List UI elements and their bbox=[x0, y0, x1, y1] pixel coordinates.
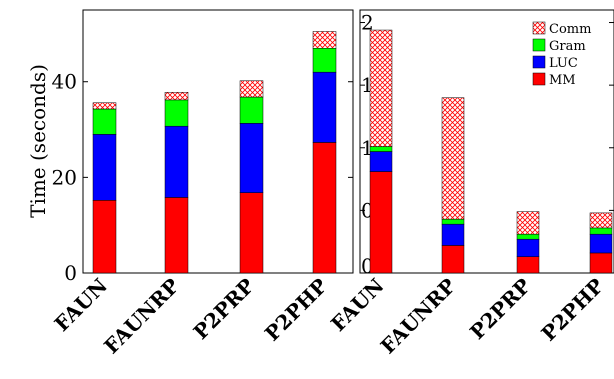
category-label: P2PHP bbox=[260, 274, 332, 346]
category-label: P2PHP bbox=[536, 274, 608, 346]
bar-gram-p2prp bbox=[239, 96, 264, 124]
bar-mm-p2php bbox=[589, 252, 613, 274]
bar-mm-faun bbox=[369, 171, 393, 274]
bar-gram-p2php bbox=[312, 48, 337, 73]
bar-luc-p2prp bbox=[516, 238, 540, 257]
bar-luc-p2prp bbox=[239, 123, 264, 193]
bar-mm-faunrp bbox=[164, 197, 189, 274]
legend-label-gram: Gram bbox=[549, 39, 586, 54]
legend-swatch-gram bbox=[532, 38, 546, 52]
y-tick-label: 20 bbox=[52, 165, 77, 189]
bar-luc-p2php bbox=[312, 71, 337, 143]
bar-comm-p2prp bbox=[239, 80, 264, 98]
y-tick-label: 40 bbox=[52, 70, 77, 94]
category-label: FAUNRP bbox=[99, 274, 184, 359]
bar-comm-p2prp bbox=[516, 211, 540, 235]
bar-comm-p2php bbox=[589, 212, 613, 229]
bar-mm-p2prp bbox=[239, 192, 264, 274]
right-chart-panel: 00.511.52FAUNFAUNRPP2PRPP2PHPCommGramLUC… bbox=[326, 9, 614, 359]
bar-luc-faunrp bbox=[441, 223, 465, 246]
bar-gram-faunrp bbox=[164, 99, 189, 127]
bar-mm-faunrp bbox=[441, 245, 465, 274]
bar-comm-faunrp bbox=[441, 97, 465, 220]
bar-luc-faun bbox=[369, 151, 393, 172]
y-axis-label: Time (seconds) bbox=[26, 64, 50, 218]
category-label: FAUNRP bbox=[376, 274, 461, 359]
bar-comm-faunrp bbox=[164, 91, 189, 101]
axis-frame bbox=[82, 9, 354, 274]
category-label: P2PRP bbox=[465, 274, 535, 344]
bar-gram-p2prp bbox=[516, 233, 540, 240]
legend-swatch-luc bbox=[532, 55, 546, 69]
bar-luc-faunrp bbox=[164, 125, 189, 198]
y-tick-label: 0 bbox=[64, 261, 77, 285]
category-label: FAUN bbox=[50, 274, 112, 336]
bar-mm-faun bbox=[92, 200, 117, 274]
bar-gram-faun bbox=[369, 146, 393, 152]
legend-swatch-mm bbox=[532, 72, 546, 86]
axis-frame bbox=[359, 9, 614, 274]
bar-comm-p2php bbox=[312, 31, 337, 49]
bar-gram-faun bbox=[92, 108, 117, 135]
bar-mm-p2php bbox=[312, 142, 337, 274]
category-label: FAUN bbox=[326, 274, 388, 336]
bar-gram-faunrp bbox=[441, 218, 465, 225]
legend-label-mm: MM bbox=[549, 73, 576, 88]
legend-swatch-comm bbox=[532, 21, 546, 35]
bar-luc-p2php bbox=[589, 233, 613, 254]
bar-comm-faun bbox=[369, 29, 393, 147]
bar-comm-faun bbox=[92, 102, 117, 110]
bar-gram-p2php bbox=[589, 227, 613, 235]
legend-label-luc: LUC bbox=[549, 56, 578, 71]
bar-luc-faun bbox=[92, 134, 117, 201]
category-label: P2PRP bbox=[189, 274, 259, 344]
bar-mm-p2prp bbox=[516, 256, 540, 274]
y-tick-label: 2 bbox=[361, 11, 374, 35]
legend-label-comm: Comm bbox=[549, 22, 591, 37]
